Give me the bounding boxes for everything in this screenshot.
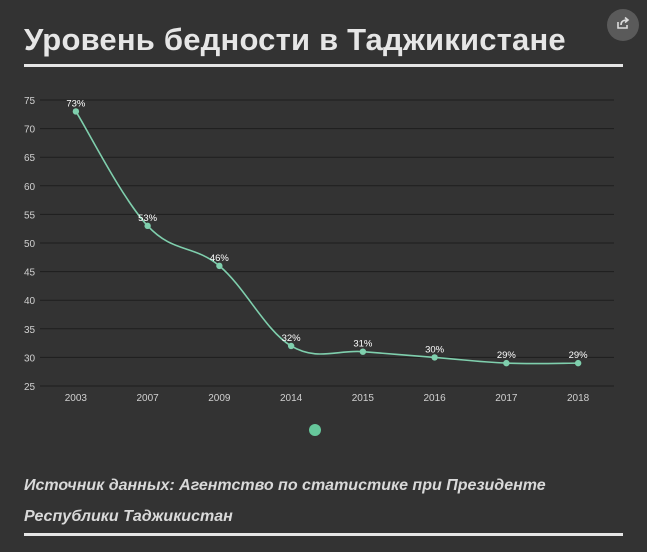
source-note: Источник данных: Агентство по статистике… (24, 477, 546, 525)
data-label-2003: 73% (66, 98, 86, 109)
data-points (72, 108, 582, 367)
x-axis: 2003 2007 2009 2014 2015 2016 2017 2018 (65, 393, 590, 404)
x-tick-label-2007: 2007 (137, 393, 160, 404)
y-tick-label-70: 70 (24, 125, 36, 136)
x-tick-label-2016: 2016 (424, 393, 447, 404)
chart-title: Уровень бедности в Таджикистане (24, 22, 566, 57)
data-label-2018: 29% (569, 350, 589, 361)
data-point-2018[interactable] (574, 359, 582, 367)
share-icon (615, 15, 631, 36)
x-tick-label-2015: 2015 (352, 393, 375, 404)
data-label-2017: 29% (497, 350, 517, 361)
y-tick-label-55: 55 (24, 210, 36, 221)
pager-dot[interactable] (309, 424, 321, 436)
x-tick-label-2017: 2017 (495, 393, 518, 404)
data-point-2007[interactable] (144, 222, 151, 230)
x-tick-label-2009: 2009 (208, 393, 231, 404)
y-tick-label-25: 25 (24, 382, 36, 393)
series-line (75, 111, 579, 365)
data-point-2009[interactable] (216, 262, 223, 270)
data-point-2015[interactable] (359, 348, 367, 355)
title-divider (24, 64, 623, 67)
y-tick-label-50: 50 (24, 239, 36, 250)
grid-lines (40, 99, 614, 387)
x-tick-label-2014: 2014 (280, 393, 303, 404)
share-button[interactable] (607, 9, 639, 41)
y-axis: 25 30 35 40 45 50 55 60 65 70 75 (24, 96, 36, 393)
y-tick-label-65: 65 (24, 153, 36, 164)
data-labels: 73% 53% 46% 32% 31% 30% 29% 29% (66, 98, 588, 361)
data-label-2007: 53% (138, 213, 158, 224)
y-tick-label-45: 45 (24, 268, 36, 279)
footer-divider (24, 533, 623, 536)
y-tick-label-35: 35 (24, 325, 36, 336)
data-point-2014[interactable] (287, 342, 295, 350)
y-tick-label-60: 60 (24, 182, 36, 193)
data-label-2009: 46% (210, 253, 230, 264)
data-label-2015: 31% (353, 339, 373, 350)
y-tick-label-40: 40 (24, 296, 36, 307)
y-tick-label-30: 30 (24, 353, 36, 364)
data-label-2016: 30% (425, 344, 445, 355)
data-point-2017[interactable] (503, 359, 510, 367)
x-tick-label-2018: 2018 (567, 393, 590, 404)
data-point-2016[interactable] (431, 354, 438, 361)
x-tick-label-2003: 2003 (65, 393, 88, 404)
data-label-2014: 32% (282, 333, 302, 344)
y-tick-label-75: 75 (24, 96, 36, 107)
data-point-2003[interactable] (72, 108, 80, 115)
